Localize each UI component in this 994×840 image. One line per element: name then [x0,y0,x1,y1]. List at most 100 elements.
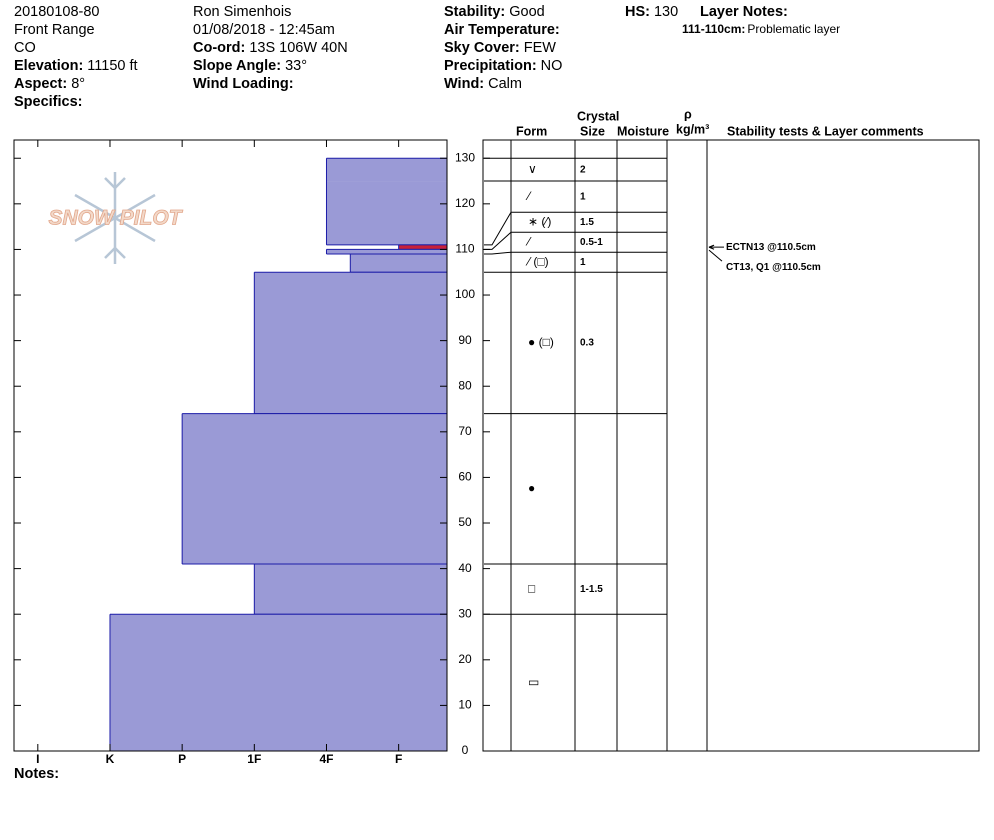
header-field: HS: 130 [625,4,678,20]
hardness-bar [109,614,448,751]
y-tick-label: 30 [458,606,472,620]
leader-line [484,251,512,255]
test-arrow [708,244,723,262]
leader-line [484,231,512,250]
hardness-bar [254,564,447,615]
grain-size: 1 [580,257,586,268]
y-tick-label: 10 [458,698,472,712]
layer-notes-title: Layer Notes: [700,4,788,20]
header-text: 20180108-80 [14,4,99,20]
field-label: Sky Cover: [444,40,520,56]
grain-size: 1-1.5 [580,584,603,595]
y-tick-label: 50 [458,515,472,529]
y-tick-label: 70 [458,424,472,438]
x-tick-label: K [106,752,115,766]
header-field: Wind: Calm [444,76,522,92]
hardness-bar [398,244,447,250]
hardness-bar [254,272,447,414]
grain-form: ● [528,481,535,495]
grain-form: ● (□) [528,335,554,349]
header-field: Specifics: [14,94,83,110]
field-label: Co-ord: [193,40,245,56]
field-value: 11150 ft [87,58,137,74]
x-tick-label: I [36,752,39,766]
grain-form: □ [528,581,535,595]
header-field: Wind Loading: [193,76,294,92]
grain-size: 0.3 [580,338,594,349]
field-value: 130 [654,4,678,20]
grain-size: 0.5-1 [580,237,603,248]
table-header: ρ [684,107,692,121]
y-tick-label: 90 [458,333,472,347]
y-tick-label: 100 [455,287,475,301]
header-field: Slope Angle: 33° [193,58,307,74]
logo [74,172,156,264]
field-value: NO [541,58,563,74]
grain-form: ⁄ [525,234,532,248]
x-tick-label: F [395,752,402,766]
x-tick-label: 1F [247,752,261,766]
field-label: Precipitation: [444,58,537,74]
field-value: Good [509,4,544,20]
y-tick-label: 20 [458,652,472,666]
field-label: Slope Angle: [193,58,281,74]
table-header: Moisture [617,124,669,138]
table-header: Stability tests & Layer comments [727,124,924,138]
field-value: 8° [71,76,85,92]
field-label: Aspect: [14,76,67,92]
y-tick-label: 40 [458,561,472,575]
field-label: Wind Loading: [193,76,294,92]
header-field: Air Temperature: [444,22,560,38]
grain-form: ▭ [528,675,539,689]
field-value: 33° [285,58,307,74]
layer-note-label: 111-110cm: [682,22,745,36]
field-value: Calm [488,76,522,92]
header-text: Front Range [14,22,95,38]
leader-line [484,211,512,246]
y-tick-label: 60 [458,470,472,484]
header-text: CO [14,40,36,56]
grain-form: ⁄ [525,189,532,203]
x-tick-label: P [178,752,186,766]
header-field: Precipitation: NO [444,58,562,74]
y-tick-label: 0 [462,743,469,757]
field-value: FEW [524,40,557,56]
hardness-bar [326,158,447,182]
header-field: Co-ord: 13S 106W 40N [193,40,348,56]
notes-label: Notes: [14,766,59,782]
x-tick-label: 4F [319,752,333,766]
bar-edge [325,157,447,182]
header-field: Elevation: 11150 ft [14,58,138,74]
field-value: 13S 106W 40N [249,40,347,56]
field-label: Stability: [444,4,505,20]
grain-size: 1.5 [580,217,594,228]
header-field: Aspect: 8° [14,76,85,92]
y-tick-label: 80 [458,378,472,392]
grain-size: 2 [580,164,586,175]
table-header: kg/m³ [676,122,709,136]
grain-form: ∗ (⁄) [528,214,551,228]
layer-note-text: Problematic layer [747,22,840,36]
y-tick-label: 120 [455,196,475,210]
table-header: Crystal [577,109,619,123]
logo-text: SNOW PILOT [49,207,184,230]
field-label: Elevation: [14,58,83,74]
table-header: Form [516,124,547,138]
header-field: Sky Cover: FEW [444,40,556,56]
field-label: HS: [625,4,650,20]
header-field: Stability: Good [444,4,545,20]
y-tick-label: 110 [455,242,474,256]
table-frame [482,139,980,752]
field-label: Wind: [444,76,484,92]
field-label: Air Temperature: [444,22,560,38]
table-header: Size [580,124,605,138]
hardness-bar [182,413,448,565]
y-tick-label: 130 [455,150,475,164]
grain-form: ∨ [528,162,537,176]
hardness-bar [326,249,447,254]
layer-note: 111-110cm: Problematic layer [682,22,840,36]
hardness-bar [326,181,447,245]
header-text: Ron Simenhois [193,4,291,20]
stability-test: CT13, Q1 @110.5cm [726,262,821,273]
